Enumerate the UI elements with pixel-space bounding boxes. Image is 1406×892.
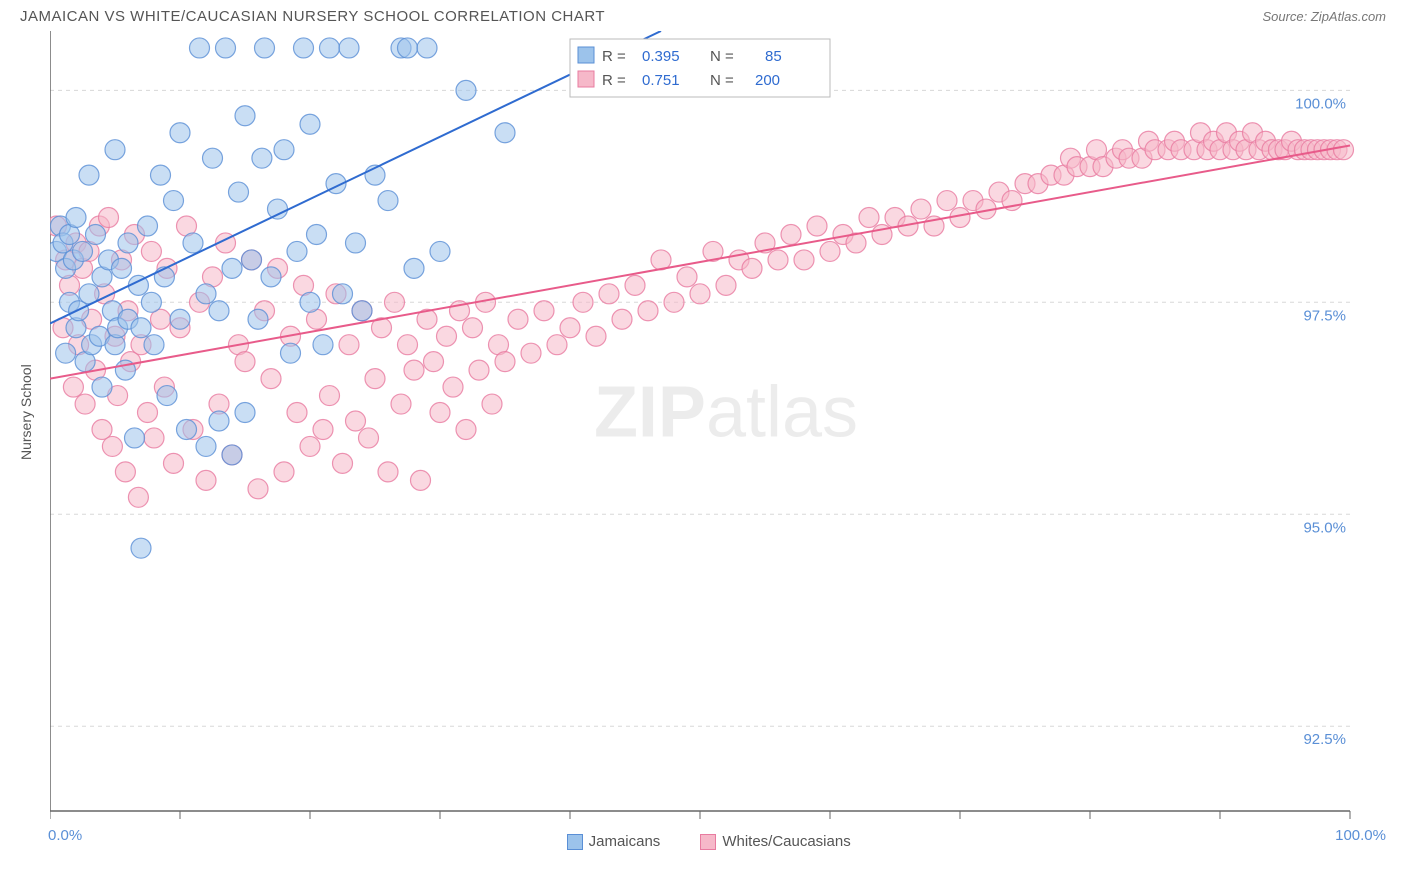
source-label: Source: ZipAtlas.com — [1262, 9, 1386, 24]
legend-swatch-jamaicans — [567, 834, 583, 850]
scatter-chart: 92.5% 95.0% 97.5% 100.0% ZIPatlas R = 0.395 N =… — [50, 31, 1386, 823]
legend-label-jamaicans: Jamaicans — [589, 833, 661, 850]
svg-text:0.395: 0.395 — [642, 48, 680, 65]
svg-text:ZIPatlas: ZIPatlas — [594, 373, 858, 453]
series-legend: Jamaicans Whites/Caucasians — [567, 833, 851, 850]
svg-text:200: 200 — [755, 72, 780, 89]
y-axis-label: Nursery School — [18, 364, 34, 460]
svg-text:R =: R = — [602, 48, 626, 65]
svg-text:N =: N = — [710, 48, 734, 65]
svg-text:N =: N = — [710, 72, 734, 89]
legend-swatch-whites — [700, 834, 716, 850]
svg-text:92.5%: 92.5% — [1303, 731, 1346, 748]
svg-text:97.5%: 97.5% — [1303, 307, 1346, 324]
legend-label-whites: Whites/Caucasians — [722, 833, 850, 850]
svg-text:0.751: 0.751 — [642, 72, 680, 89]
svg-text:100.0%: 100.0% — [1295, 95, 1346, 112]
svg-text:85: 85 — [765, 48, 782, 65]
x-axis-max: 100.0% — [1335, 827, 1386, 850]
svg-text:R =: R = — [602, 72, 626, 89]
chart-title: JAMAICAN VS WHITE/CAUCASIAN NURSERY SCHO… — [20, 8, 605, 25]
svg-text:95.0%: 95.0% — [1303, 519, 1346, 536]
x-axis-min: 0.0% — [48, 827, 82, 850]
